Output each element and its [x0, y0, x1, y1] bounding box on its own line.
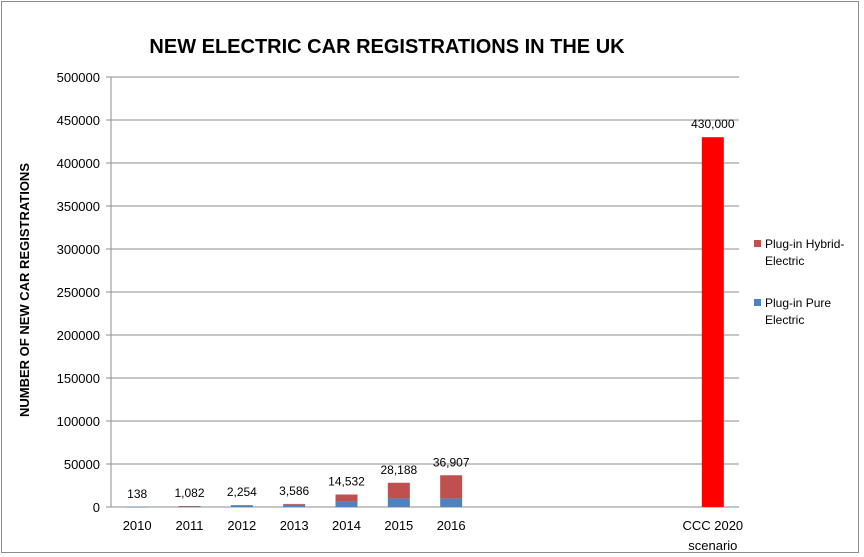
data-label: 2,254: [227, 485, 257, 499]
bar-pure-electric-2013: [283, 504, 306, 507]
bar-chart: 0 50000 100000 150000 200000 250000 300000 3500…: [17, 36, 844, 553]
legend-swatch: [754, 299, 761, 306]
data-label: 430,000: [691, 117, 735, 131]
data-label: 1,082: [174, 486, 204, 500]
bar-hybrid-electric-2012: [230, 505, 253, 506]
bar-pure-electric-2010: [126, 506, 149, 508]
legend-label: Electric: [765, 313, 804, 327]
labels: 138 2010 1,082 2011 2,254 2012 3,586 2013 14,532…: [123, 117, 743, 553]
gridlines: [111, 76, 739, 465]
y-tick-label: 50000: [64, 457, 100, 472]
data-label: 28,188: [380, 463, 417, 477]
y-tick-label: 150000: [57, 371, 100, 386]
bar-pure-electric-2015: [387, 498, 410, 507]
legend: Plug-in Hybrid- Electric Plug-in Pure Elect…: [754, 237, 844, 327]
x-tick-label: CCC 2020: [682, 518, 743, 533]
legend-label: Plug-in Hybrid-: [765, 237, 844, 251]
y-tick-label: 300000: [57, 242, 100, 257]
x-tick-label: 2016: [437, 518, 466, 533]
y-tick-label: 200000: [57, 328, 100, 343]
x-tick-label: scenario: [688, 538, 737, 552]
bar-pure-electric-2016: [440, 498, 463, 507]
x-tick-label: 2014: [332, 518, 361, 533]
bar-hybrid-electric-2015: [387, 482, 410, 499]
y-tick-label: 0: [93, 500, 100, 515]
x-tick-label: 2015: [384, 518, 413, 533]
axes: 0 50000 100000 150000 200000 250000 300000 3500…: [57, 70, 739, 515]
y-axis-label: NUMBER OF NEW CAR REGISTRATIONS: [17, 163, 32, 417]
legend-label: Plug-in Pure: [765, 296, 831, 310]
y-tick-label: 250000: [57, 285, 100, 300]
chart-title: NEW ELECTRIC CAR REGISTRATIONS IN THE UK: [149, 36, 625, 58]
data-label: 36,907: [433, 455, 470, 469]
data-label: 138: [127, 487, 147, 501]
x-tick-label: 2012: [227, 518, 256, 533]
y-tick-label: 100000: [57, 414, 100, 429]
data-label: 14,532: [328, 475, 365, 489]
bar-hybrid-electric-2011: [178, 506, 201, 507]
bar-pure-electric-2012: [230, 505, 253, 507]
bars: [126, 137, 724, 508]
bar-pure-electric-2014: [335, 501, 358, 507]
y-tick-label: 500000: [57, 70, 100, 85]
bar-hybrid-electric-ccc-2020: [701, 137, 724, 507]
legend-swatch: [754, 240, 761, 247]
bar-hybrid-electric-2014: [335, 494, 358, 502]
x-tick-label: 2011: [176, 518, 204, 533]
x-tick-label: 2010: [123, 518, 152, 533]
y-tick-label: 350000: [57, 199, 100, 214]
data-label: 3,586: [279, 484, 309, 498]
bar-hybrid-electric-2013: [283, 503, 306, 505]
x-tick-label: 2013: [280, 518, 309, 533]
legend-label: Electric: [765, 254, 804, 268]
bar-hybrid-electric-2016: [440, 475, 463, 499]
y-tick-label: 400000: [57, 156, 100, 171]
y-tick-label: 450000: [57, 113, 100, 128]
